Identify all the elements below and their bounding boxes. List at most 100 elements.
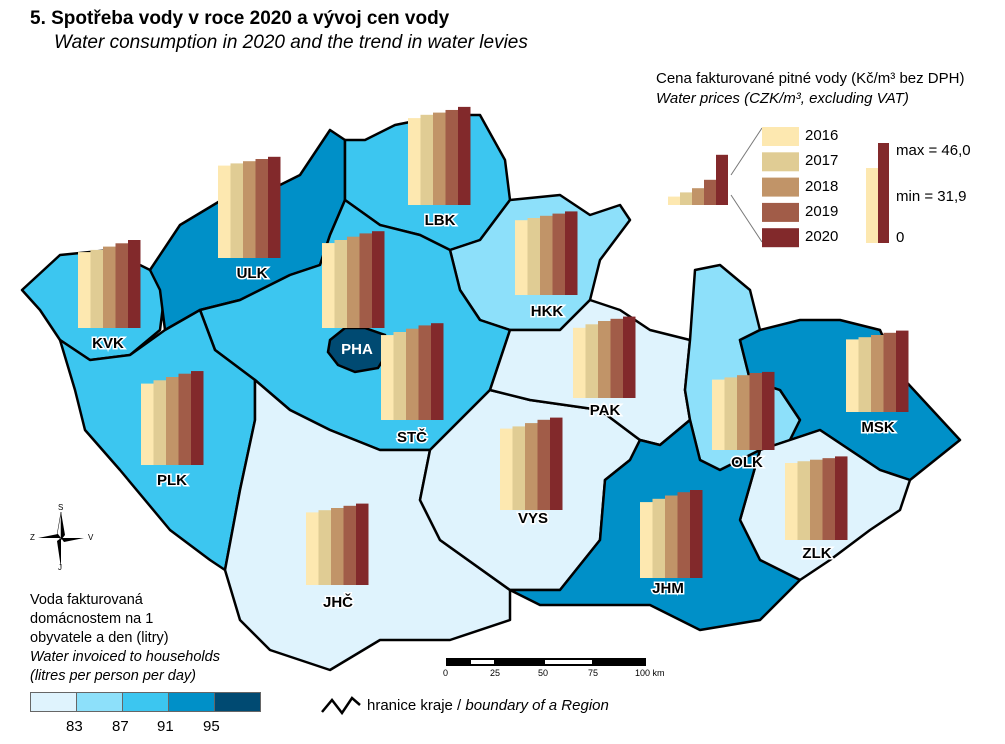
compass-e [61, 538, 84, 542]
class-swatch [169, 693, 215, 711]
price-bar-2017 [858, 337, 871, 412]
legend-title-cz-line: obyvatele a den (litry) [30, 630, 169, 646]
price-bar-2016 [408, 118, 421, 205]
price-bar-2017 [393, 332, 406, 420]
boundary-legend-label: hranice kraje / boundary of a Region [367, 697, 609, 714]
price-bar-2016 [500, 428, 513, 510]
boundary-label-cz: hranice kraje [367, 697, 453, 714]
scale-tick: 75 [588, 668, 599, 678]
price-bar-2020 [128, 240, 141, 328]
price-bar-2018 [103, 246, 116, 328]
compass-s [57, 538, 61, 568]
region-label: VYS [518, 510, 548, 527]
price-bar-2016 [322, 243, 335, 328]
legend-max-bar [878, 143, 889, 243]
legend-year-swatch [762, 228, 799, 248]
price-bar-2018 [665, 495, 678, 578]
scale-tick: 100 km [635, 668, 665, 678]
price-bar-2020 [191, 371, 204, 465]
legend-year-swatch [762, 152, 799, 172]
price-bar-2016 [712, 379, 725, 450]
legend-year: 2020 [805, 228, 839, 245]
class-swatch [31, 693, 77, 711]
region-label: KVK [92, 335, 124, 352]
legend-connector [730, 127, 763, 176]
price-bar-2020 [372, 231, 385, 328]
price-bar-2018 [243, 161, 256, 258]
legend-title-cz-line: Voda fakturovaná [30, 592, 143, 608]
region-label: STČ [397, 428, 427, 446]
class-swatch [77, 693, 123, 711]
legend-year: 2017 [805, 152, 839, 169]
region-label: PHA [341, 341, 373, 358]
legend-mini-bar [692, 188, 704, 205]
legend-year: 2019 [805, 203, 839, 220]
compass-north: S [58, 503, 64, 512]
price-bar-2018 [347, 236, 360, 328]
price-bar-2016 [141, 383, 154, 465]
price-bar-2017 [585, 324, 598, 398]
price-bar-2019 [677, 492, 690, 578]
price-bar-2019 [418, 325, 431, 420]
class-swatch [215, 693, 260, 711]
legend-year-swatch [762, 177, 799, 197]
legend-year: 2018 [805, 178, 839, 195]
price-bar-2019 [343, 505, 356, 585]
price-bar-2020 [835, 456, 848, 540]
price-bar-2018 [166, 377, 179, 465]
legend-mini-bar [668, 196, 680, 205]
price-bar-2020 [690, 490, 703, 578]
price-bar-2017 [724, 377, 737, 450]
price-bar-2019 [537, 419, 550, 510]
legend-year: 2016 [805, 127, 839, 144]
price-bar-2020 [550, 417, 563, 510]
price-legend-title-en: Water prices (CZK/m³, excluding VAT) [656, 90, 909, 107]
region-label: JHM [652, 580, 684, 597]
price-bar-2017 [512, 426, 525, 510]
region-label: LBK [425, 212, 456, 229]
class-swatch [123, 693, 169, 711]
price-bar-2016 [846, 339, 859, 412]
price-bar-2020 [762, 371, 775, 450]
map-title: 5. Spotřeba vody v roce 2020 a vývoj cen… [30, 8, 450, 29]
class-break: 91 [157, 718, 174, 735]
consumption-class-swatches [30, 692, 261, 712]
price-bar-2019 [445, 109, 458, 205]
price-bar-2018 [433, 112, 446, 205]
compass-w [38, 534, 61, 538]
price-bar-2020 [458, 106, 471, 205]
class-break: 87 [112, 718, 129, 735]
price-bar-2016 [785, 463, 798, 540]
price-bar-2017 [652, 498, 665, 578]
scale-tick: 0 [443, 668, 449, 678]
price-bar-2016 [515, 220, 528, 295]
legend-mini-bar [716, 154, 728, 205]
price-bar-2017 [318, 510, 331, 585]
legend-title-en-line: Water invoiced to households [30, 649, 220, 665]
price-bar-2020 [623, 316, 636, 398]
legend-zero-label: 0 [896, 229, 905, 246]
price-bar-2020 [431, 323, 444, 420]
region-label: HKK [531, 303, 564, 320]
legend-mini-bar [704, 179, 716, 205]
price-bar-2017 [797, 461, 810, 540]
price-bar-2019 [749, 373, 762, 450]
legend-year-swatch [762, 202, 799, 222]
consumption-legend-title: Voda fakturovaná domácnostem na 1 obyvat… [30, 591, 220, 686]
price-bar-2017 [90, 249, 103, 328]
price-bar-2020 [565, 211, 578, 295]
price-bar-2018 [737, 375, 750, 450]
price-bar-2017 [230, 163, 243, 258]
price-bar-2018 [810, 459, 823, 540]
compass-west: Z [30, 533, 35, 542]
price-bar-2020 [356, 503, 369, 585]
legend-min-bar [866, 168, 878, 243]
price-bar-2018 [525, 423, 538, 510]
price-bar-2020 [268, 156, 281, 258]
compass-icon [38, 511, 84, 568]
compass-south: J [58, 563, 62, 572]
region-label: ZLK [802, 545, 831, 562]
price-bar-2016 [218, 165, 231, 258]
legend-min-label: min = 31,9 [896, 188, 967, 205]
